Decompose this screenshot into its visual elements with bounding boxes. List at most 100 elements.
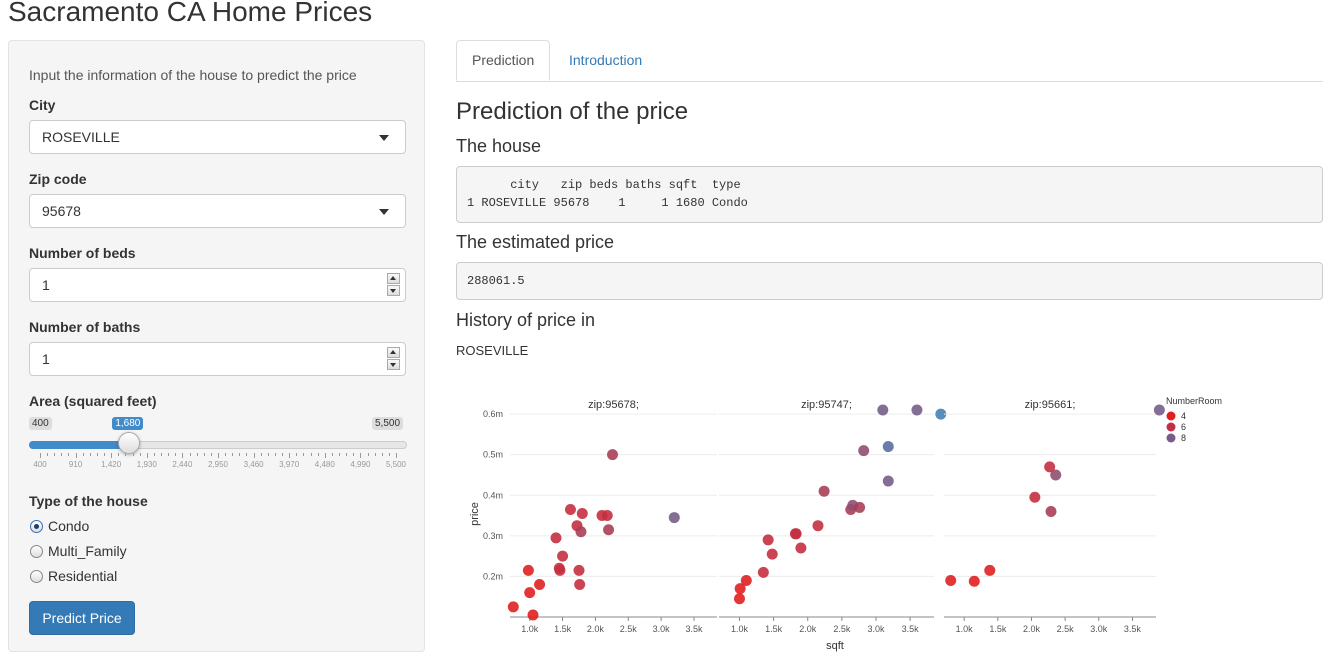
slider-tick-label: 1,930 [136, 460, 157, 469]
baths-stepper[interactable] [387, 347, 400, 371]
slider-tick [289, 453, 291, 458]
slider-minor-tick [139, 453, 141, 456]
radio-label: Condo [48, 518, 90, 534]
data-point [534, 579, 546, 591]
city-select[interactable]: ROSEVILLE [29, 120, 406, 154]
data-point [935, 408, 947, 420]
sidebar-intro: Input the information of the house to pr… [29, 67, 357, 83]
data-point [601, 510, 613, 522]
slider-value-label: 1,680 [112, 417, 144, 430]
tab-introduction[interactable]: Introduction [569, 52, 643, 68]
x-tick-label: 2.0k [587, 624, 605, 634]
slider-tick-label: 1,420 [101, 460, 122, 469]
slider-tick [40, 453, 41, 458]
legend-title: NumberRoom [1166, 396, 1222, 406]
slider-minor-tick [353, 453, 355, 456]
area-slider-handle[interactable] [118, 432, 141, 454]
legend-swatch [1166, 433, 1176, 443]
slider-minor-tick [89, 453, 91, 456]
decrement-icon[interactable] [387, 285, 400, 296]
slider-tick [182, 453, 184, 458]
slider-tick [360, 453, 362, 458]
slider-minor-tick [161, 453, 163, 456]
data-point [573, 564, 585, 576]
x-tick-label: 2.5k [620, 624, 638, 634]
tab-prediction[interactable]: Prediction [456, 40, 551, 81]
slider-minor-tick [153, 453, 155, 456]
slider-minor-tick [189, 453, 191, 456]
radio-checked-icon[interactable] [30, 520, 43, 533]
y-tick-label: 0.6m [483, 409, 503, 419]
radio-unchecked-icon[interactable] [30, 570, 43, 583]
increment-icon[interactable] [387, 347, 400, 358]
data-point [527, 609, 539, 621]
data-point [790, 528, 802, 540]
baths-value: 1 [42, 351, 50, 367]
data-point [945, 574, 957, 586]
slider-minor-tick [47, 453, 49, 456]
zip-value: 95678 [42, 203, 81, 219]
x-tick-label: 3.0k [653, 624, 671, 634]
x-tick-label: 2.5k [833, 624, 851, 634]
predict-price-button[interactable]: Predict Price [29, 601, 135, 635]
history-city: ROSEVILLE [456, 343, 529, 358]
data-point [576, 508, 588, 520]
x-tick-label: 1.0k [956, 624, 974, 634]
house-table-output: city zip beds baths sqft type 1 ROSEVILLE… [456, 166, 1323, 223]
decrement-icon[interactable] [387, 359, 400, 370]
slider-minor-tick [267, 453, 269, 456]
radio-unchecked-icon[interactable] [30, 545, 43, 558]
slider-minor-tick [210, 453, 212, 456]
slider-minor-tick [331, 453, 333, 456]
slider-minor-tick [175, 453, 177, 456]
x-tick-label: 3.5k [902, 624, 920, 634]
page-heading: Prediction of the price [456, 98, 689, 125]
slider-minor-tick [225, 453, 227, 456]
chevron-down-icon [379, 135, 389, 141]
data-point [1050, 469, 1062, 481]
radio-residential[interactable]: Residential [30, 568, 117, 584]
slider-minor-tick [388, 453, 390, 456]
zip-label: Zip code [29, 171, 87, 187]
y-axis-label: price [469, 502, 481, 526]
data-point [607, 449, 619, 461]
data-point [1044, 461, 1056, 473]
baths-input[interactable]: 1 [29, 342, 406, 376]
data-point [733, 593, 745, 605]
legend-swatch [1166, 411, 1176, 421]
data-point [603, 524, 615, 536]
slider-tick-label: 3,460 [243, 460, 264, 469]
slider-tick [324, 453, 326, 458]
slider-tick-label: 3,970 [279, 460, 300, 469]
x-tick-label: 1.0k [731, 624, 749, 634]
beds-input[interactable]: 1 [29, 268, 406, 302]
radio-multi-family[interactable]: Multi_Family [30, 543, 127, 559]
area-slider-fill [29, 441, 130, 449]
slider-minor-tick [274, 453, 276, 456]
x-tick-label: 2.5k [1057, 624, 1075, 634]
increment-icon[interactable] [387, 273, 400, 284]
slider-minor-tick [317, 453, 319, 456]
radio-condo[interactable]: Condo [30, 518, 89, 534]
x-tick-label: 3.0k [867, 624, 885, 634]
slider-minor-tick [104, 453, 106, 456]
radio-label: Residential [48, 568, 118, 584]
legend-label: 8 [1181, 433, 1186, 443]
slider-minor-tick [367, 453, 369, 456]
slider-minor-tick [68, 453, 70, 456]
house-table-row: 1 ROSEVILLE 95678 1 1 1680 Condo [467, 196, 748, 210]
x-tick-label: 1.5k [765, 624, 783, 634]
facet-title: zip:95678; [588, 399, 639, 411]
slider-tick [111, 453, 113, 458]
zip-select[interactable]: 95678 [29, 194, 406, 228]
data-point [557, 550, 569, 562]
data-point [522, 564, 534, 576]
chevron-down-icon [379, 209, 389, 215]
slider-minor-tick [246, 453, 248, 456]
data-point [1045, 505, 1057, 517]
house-heading: The house [456, 136, 542, 156]
price-history-chart: 0.2m 0.3m 0.4m 0.5m 0.6m price zip:95678; 1.0k 1… [469, 396, 1222, 652]
data-point [766, 548, 778, 560]
beds-stepper[interactable] [387, 273, 400, 297]
data-point [734, 583, 746, 595]
